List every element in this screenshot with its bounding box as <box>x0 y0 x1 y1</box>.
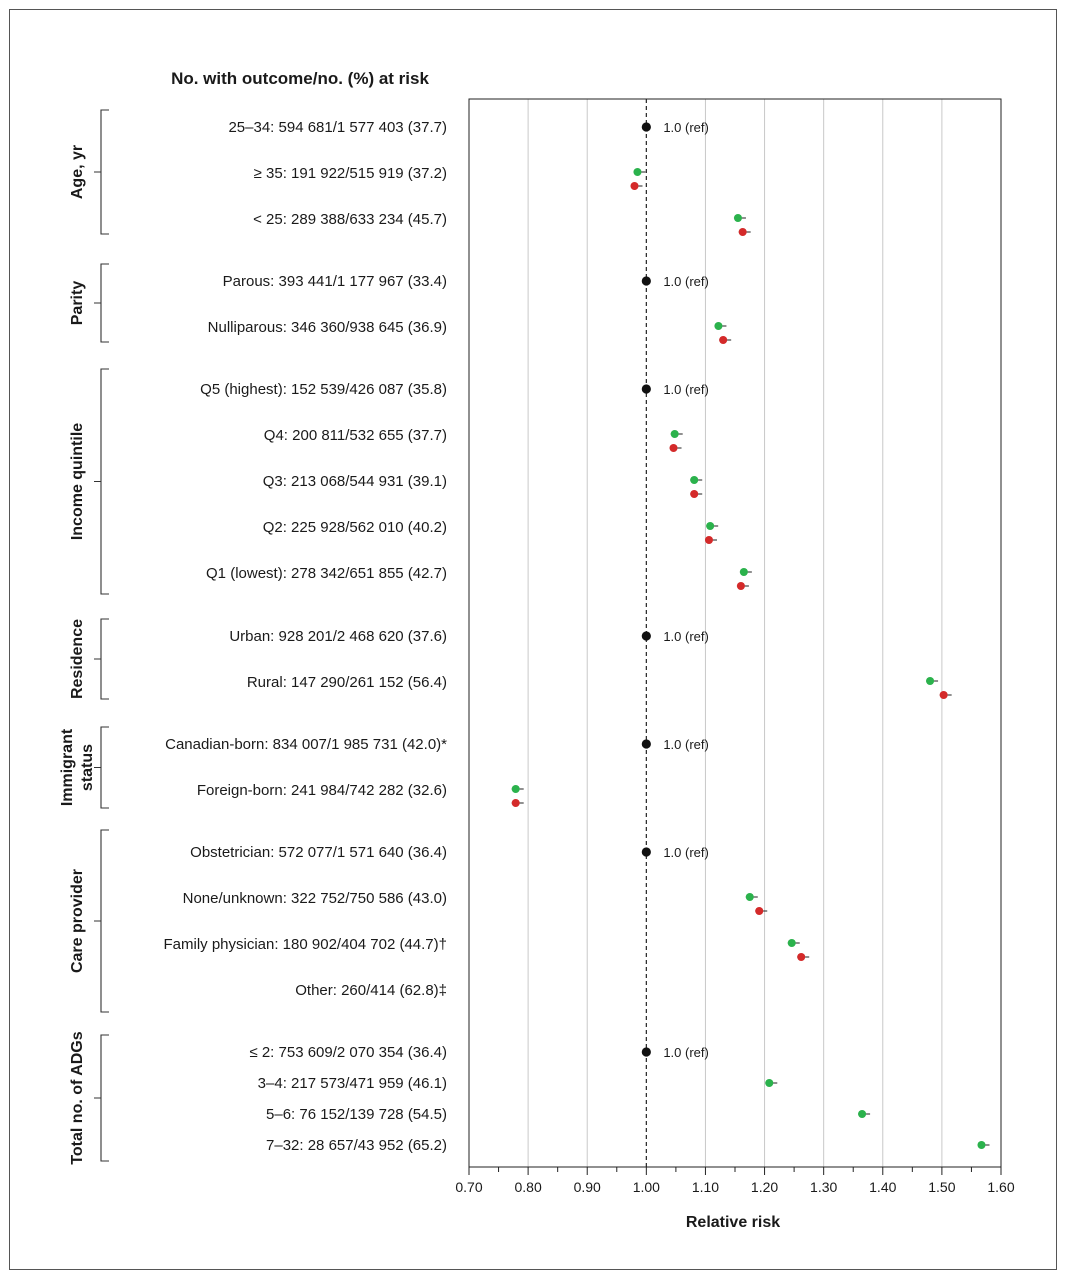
row-label: Canadian-born: 834 007/1 985 731 (42.0)* <box>165 736 447 753</box>
group-bracket <box>94 109 109 235</box>
row-label: 3–4: 217 573/471 959 (46.1) <box>258 1075 447 1092</box>
row-label: < 25: 289 388/633 234 (45.7) <box>253 211 447 228</box>
ref-point <box>641 384 651 394</box>
point-red <box>690 490 699 498</box>
row-label: Q2: 225 928/562 010 (40.2) <box>263 519 447 536</box>
point-green <box>926 677 935 685</box>
ref-label: 1.0 (ref) <box>663 274 709 289</box>
group-label: Parity <box>69 281 86 326</box>
point-green <box>511 785 520 793</box>
row-label: Q4: 200 811/532 655 (37.7) <box>264 427 447 444</box>
column-title: No. with outcome/no. (%) at risk <box>171 69 429 88</box>
ref-point <box>641 1047 651 1057</box>
x-tick-label: 0.70 <box>455 1179 482 1195</box>
row-label: Q1 (lowest): 278 342/651 855 (42.7) <box>206 565 447 582</box>
point-green <box>739 568 748 576</box>
point-green <box>714 322 723 330</box>
row-label: Urban: 928 201/2 468 620 (37.6) <box>229 628 447 645</box>
point-green <box>633 168 642 176</box>
group-label: Care provider <box>69 869 86 973</box>
row-label: Obstetrician: 572 077/1 571 640 (36.4) <box>190 844 447 861</box>
group-label: Age, yr <box>69 145 86 199</box>
point-green <box>977 1141 986 1149</box>
point-red <box>511 799 520 807</box>
ref-point <box>641 847 651 857</box>
row-label: Foreign-born: 241 984/742 282 (32.6) <box>197 782 447 799</box>
ref-point <box>641 739 651 749</box>
x-tick-label: 1.30 <box>810 1179 837 1195</box>
point-red <box>669 444 678 452</box>
point-red <box>797 953 806 961</box>
group-label: Income quintile <box>69 423 86 540</box>
x-tick-label: 1.00 <box>633 1179 660 1195</box>
ref-label: 1.0 (ref) <box>663 629 709 644</box>
ref-label: 1.0 (ref) <box>663 845 709 860</box>
row-label: 7–32: 28 657/43 952 (65.2) <box>266 1137 447 1154</box>
point-green <box>706 522 715 530</box>
row-label: Rural: 147 290/261 152 (56.4) <box>247 674 447 691</box>
row-label: Parous: 393 441/1 177 967 (33.4) <box>223 273 447 290</box>
group-bracket <box>94 726 109 809</box>
point-green <box>787 939 796 947</box>
row-label: Nulliparous: 346 360/938 645 (36.9) <box>208 319 447 336</box>
point-red <box>704 536 713 544</box>
ref-point <box>641 276 651 286</box>
row-label: Other: 260/414 (62.8)‡ <box>295 982 447 999</box>
row-label: ≥ 35: 191 922/515 919 (37.2) <box>254 165 447 182</box>
ref-label: 1.0 (ref) <box>663 737 709 752</box>
ref-point <box>641 122 651 132</box>
x-axis-label: Relative risk <box>686 1214 780 1231</box>
x-tick-label: 0.90 <box>574 1179 601 1195</box>
x-tick-label: 1.40 <box>869 1179 896 1195</box>
group-bracket <box>94 1034 109 1162</box>
ref-point <box>641 631 651 641</box>
x-tick-label: 0.80 <box>514 1179 541 1195</box>
x-tick-label: 1.20 <box>751 1179 778 1195</box>
point-red <box>630 182 639 190</box>
x-tick-label: 1.60 <box>987 1179 1014 1195</box>
group-bracket <box>94 368 109 595</box>
row-label: Q3: 213 068/544 931 (39.1) <box>263 473 447 490</box>
ref-label: 1.0 (ref) <box>663 382 709 397</box>
group-bracket <box>94 618 109 700</box>
point-green <box>745 893 754 901</box>
x-tick-label: 1.50 <box>928 1179 955 1195</box>
row-label: Q5 (highest): 152 539/426 087 (35.8) <box>200 381 447 398</box>
x-tick-label: 1.10 <box>692 1179 719 1195</box>
point-green <box>765 1079 774 1087</box>
group-bracket <box>94 263 109 343</box>
group-label: Immigrant <box>59 728 76 806</box>
group-label: status <box>79 744 96 791</box>
ref-label: 1.0 (ref) <box>663 1045 709 1060</box>
point-green <box>690 476 699 484</box>
row-label: ≤ 2: 753 609/2 070 354 (36.4) <box>249 1044 447 1061</box>
row-label: Family physician: 180 902/404 702 (44.7)… <box>163 936 447 953</box>
row-label: 25–34: 594 681/1 577 403 (37.7) <box>228 119 447 136</box>
point-green <box>670 430 679 438</box>
point-green <box>733 214 742 222</box>
row-label: None/unknown: 322 752/750 586 (43.0) <box>183 890 447 907</box>
group-label: Total no. of ADGs <box>69 1031 86 1164</box>
point-red <box>738 228 747 236</box>
figure-frame <box>9 9 1057 1270</box>
point-red <box>736 582 745 590</box>
plot-area <box>468 98 1002 1168</box>
group-bracket <box>94 829 109 1013</box>
point-red <box>755 907 764 915</box>
group-label: Residence <box>69 619 86 699</box>
point-red <box>939 691 948 699</box>
point-red <box>719 336 728 344</box>
point-green <box>858 1110 867 1118</box>
ref-label: 1.0 (ref) <box>663 120 709 135</box>
row-label: 5–6: 76 152/139 728 (54.5) <box>266 1106 447 1123</box>
